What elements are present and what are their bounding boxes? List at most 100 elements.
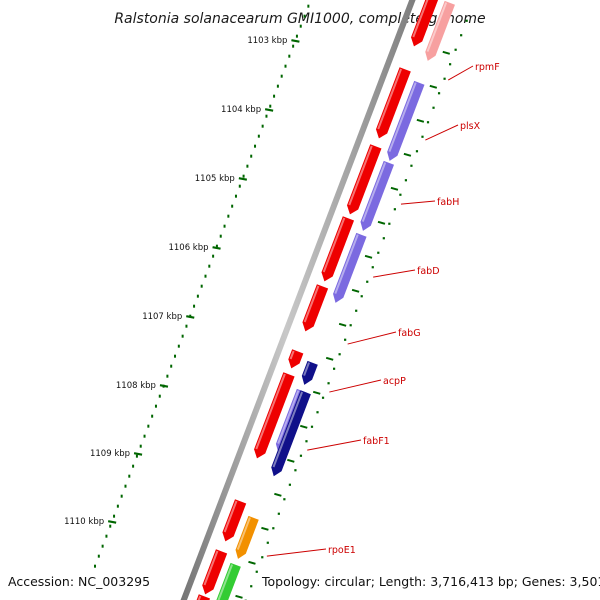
- gene-label: fabH: [437, 197, 459, 208]
- track-dot: [255, 570, 258, 573]
- track-dot: [404, 179, 408, 182]
- scale-tick-label: 1108 kbp: [116, 381, 156, 391]
- ruler-dot: [261, 124, 264, 128]
- track-dot: [382, 237, 385, 240]
- ruler-dot: [196, 294, 199, 298]
- ruler-dot: [276, 84, 279, 88]
- scale-tick-label: 1109 kbp: [90, 449, 130, 459]
- gene-label: rpoE1: [328, 545, 356, 556]
- cog-arrow-shade: [426, 2, 448, 52]
- ruler-dot: [170, 364, 173, 368]
- ruler-dot: [135, 454, 138, 458]
- ruler-dot: [174, 354, 177, 358]
- cog-arrow-shade: [272, 391, 304, 468]
- track-tick: [429, 84, 438, 89]
- ruler-dot: [101, 544, 104, 548]
- ruler-dot: [109, 524, 112, 528]
- ruler-dot: [124, 484, 127, 488]
- ruler-dot: [120, 494, 123, 498]
- track-tick: [325, 356, 334, 361]
- track-dot: [399, 193, 402, 196]
- scale-ruler: 1103 kbp 1104 kbp 1105 kbp 1106 kbp 1107 kbp…: [64, 4, 468, 600]
- track-dot: [349, 324, 352, 327]
- scale-tick-label: 1106 kbp: [168, 243, 208, 253]
- track-dot: [432, 106, 435, 109]
- track-dot: [299, 454, 303, 457]
- cds-arrow: [321, 216, 355, 282]
- ruler-dot: [273, 94, 276, 98]
- track-dot: [465, 19, 468, 22]
- ruler-tick: [107, 520, 117, 524]
- cog-arrow-shade: [334, 234, 359, 294]
- track-dot: [261, 556, 264, 559]
- cds-arrow: [196, 594, 211, 600]
- track-dot: [454, 48, 457, 51]
- ruler-dot: [292, 44, 295, 48]
- cds-arrow-shade: [348, 145, 373, 206]
- cog-arrow-shade: [303, 362, 310, 376]
- gene-label: rpmF: [475, 62, 500, 73]
- ruler-dot: [147, 424, 150, 428]
- leader-line: [307, 439, 362, 451]
- cds-arrow-shade: [197, 595, 202, 600]
- ruler-dot: [113, 514, 116, 518]
- track-dot: [332, 367, 336, 370]
- leader-line: [329, 379, 382, 393]
- track-dot: [344, 338, 347, 341]
- leader-line: [373, 269, 416, 278]
- ruler-dot: [242, 174, 245, 178]
- backbone-line: [180, 0, 416, 600]
- cog-arrow: [387, 80, 425, 161]
- ruler-dot: [299, 24, 302, 28]
- ruler-dot: [215, 244, 218, 248]
- ruler-dot: [154, 404, 157, 408]
- ruler-dot: [208, 264, 211, 268]
- ruler-tick: [238, 177, 248, 181]
- ruler-dot: [139, 444, 142, 448]
- track-tick: [338, 322, 347, 327]
- ruler-dot: [185, 324, 188, 328]
- ruler-dot: [284, 64, 287, 68]
- ruler-dot: [158, 394, 161, 398]
- ruler-dot: [246, 164, 249, 168]
- ruler-dot: [219, 234, 222, 238]
- cds-arrow: [288, 349, 304, 369]
- track-tick: [274, 492, 282, 497]
- track-dot: [294, 469, 297, 472]
- ruler-dot: [257, 134, 260, 138]
- ruler-dot: [132, 464, 135, 468]
- track-dot: [388, 222, 391, 225]
- ruler-dot: [143, 434, 146, 438]
- ruler-dot: [223, 224, 226, 228]
- cds-arrow: [222, 499, 247, 542]
- ruler-tick: [212, 246, 221, 250]
- cog-arrow-shade: [388, 82, 417, 152]
- track-dot: [460, 34, 463, 37]
- leader-line: [425, 124, 459, 141]
- ruler-dot: [269, 104, 272, 108]
- cds-arrow-shade: [322, 217, 346, 273]
- ruler-dot: [265, 114, 268, 118]
- track-dot: [371, 266, 374, 269]
- map-title: Ralstonia solanacearum GMI1000, complete…: [114, 11, 485, 27]
- ruler-dot: [181, 334, 184, 338]
- scale-tick-label: 1110 kbp: [64, 517, 104, 527]
- gene-label: plsX: [460, 121, 481, 132]
- scale-tick-label: 1107 kbp: [142, 312, 182, 322]
- cds-arrow-shade: [223, 500, 238, 533]
- cds-arrow-shade: [255, 373, 286, 450]
- ruler-dot: [254, 144, 257, 148]
- cog-arrow: [271, 390, 311, 477]
- track-dot: [283, 498, 286, 501]
- gene-label: acpP: [383, 376, 406, 387]
- track-tick: [312, 390, 321, 395]
- cds-arrow: [254, 372, 295, 459]
- scale-tick-label: 1104 kbp: [221, 105, 261, 115]
- track-dot: [360, 295, 363, 298]
- scale-tick-label: 1103 kbp: [247, 36, 287, 46]
- cds-arrow: [375, 67, 411, 139]
- track-tick: [351, 288, 360, 293]
- cog-arrow-shade: [217, 564, 233, 600]
- cds-arrow-shade: [377, 68, 403, 130]
- ruler-dot: [151, 414, 154, 418]
